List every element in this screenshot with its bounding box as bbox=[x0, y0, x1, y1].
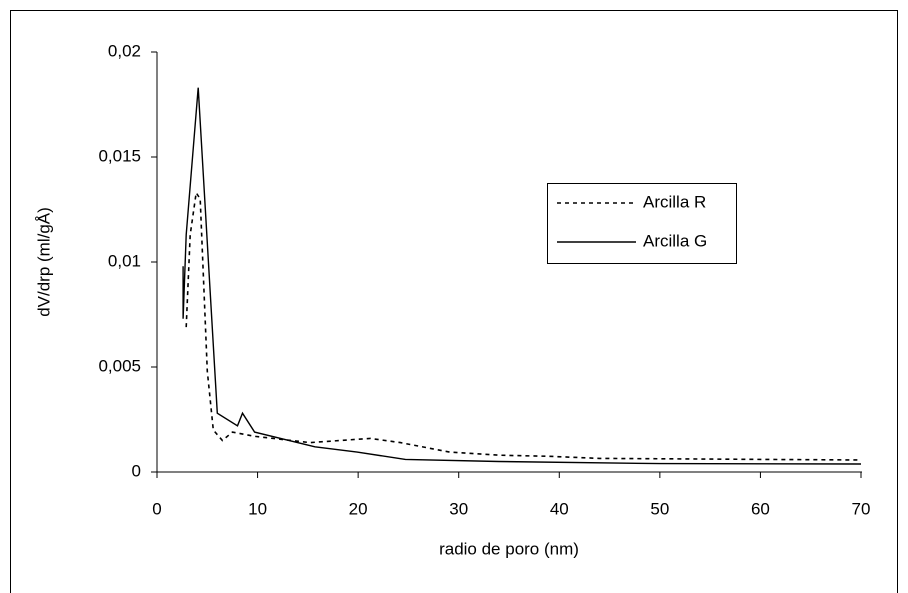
x-tick-label: 50 bbox=[650, 499, 669, 518]
x-tick-label: 0 bbox=[152, 499, 161, 518]
chart-border bbox=[10, 10, 898, 593]
y-tick-label: 0 bbox=[132, 461, 141, 480]
y-tick-label: 0,005 bbox=[98, 356, 141, 375]
x-tick-label: 30 bbox=[449, 499, 468, 518]
x-tick-label: 70 bbox=[852, 499, 871, 518]
legend-label: Arcilla G bbox=[643, 231, 707, 250]
y-tick-label: 0,015 bbox=[98, 146, 141, 165]
series-line bbox=[182, 87, 862, 465]
legend-box bbox=[547, 183, 737, 264]
x-tick-label: 60 bbox=[751, 499, 770, 518]
x-tick-label: 10 bbox=[248, 499, 267, 518]
y-tick-label: 0,02 bbox=[108, 41, 141, 60]
y-axis-title: dV/drp (ml/gÅ) bbox=[34, 207, 53, 317]
x-tick-label: 40 bbox=[550, 499, 569, 518]
y-tick-label: 0,01 bbox=[108, 251, 141, 270]
x-tick-label: 20 bbox=[349, 499, 368, 518]
series-line bbox=[185, 190, 862, 461]
x-axis-title: radio de poro (nm) bbox=[439, 539, 579, 558]
legend-label: Arcilla R bbox=[643, 192, 706, 211]
